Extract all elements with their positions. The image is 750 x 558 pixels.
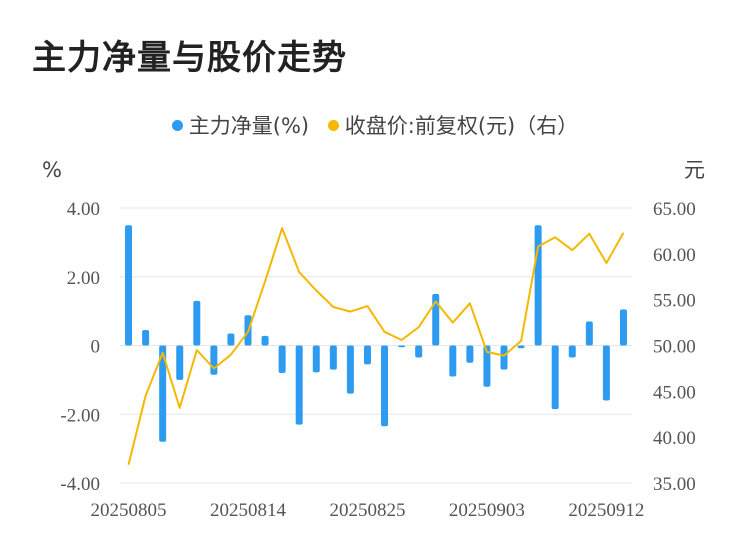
legend-dot-orange-icon	[327, 119, 339, 131]
x-tick-label: 20250805	[91, 500, 167, 521]
x-tick-label: 20250912	[568, 500, 644, 521]
bar	[381, 345, 389, 427]
y-right-unit: 元	[684, 158, 705, 182]
bar	[329, 345, 337, 370]
bar	[517, 345, 525, 349]
bar	[176, 345, 184, 380]
bar	[193, 300, 201, 346]
bar	[363, 345, 371, 365]
bar	[602, 345, 610, 401]
bar	[432, 293, 440, 346]
bar	[585, 321, 593, 346]
bar	[227, 333, 235, 346]
bar	[568, 345, 576, 358]
axis-labels: 4.00 2.00 0 -2.00 -4.00 65.00 60.00 55.00 50.00 4…	[42, 158, 705, 521]
x-tick-label: 20250814	[210, 500, 287, 521]
bar	[483, 345, 491, 387]
y-right-tick-label: 60.00	[653, 245, 696, 266]
y-left-tick-label: 0	[91, 337, 101, 358]
bar	[125, 225, 133, 346]
bar	[312, 345, 320, 373]
legend-item-close-price[interactable]: 收盘价:前复权(元)（右）	[327, 110, 579, 140]
legend-label-net-volume: 主力净量(%)	[188, 114, 310, 138]
y-right-tick-label: 45.00	[653, 382, 696, 403]
bar	[295, 345, 303, 425]
y-left-tick-label: -2.00	[60, 405, 100, 426]
bar	[449, 345, 457, 377]
y-right-tick-label: 40.00	[653, 428, 696, 449]
legend-dot-blue-icon	[171, 119, 183, 131]
bar-series	[125, 225, 627, 442]
bar	[398, 345, 406, 348]
bar	[551, 345, 559, 410]
y-right-tick-label: 50.00	[653, 337, 696, 358]
y-right-tick-label: 65.00	[653, 199, 696, 220]
bar	[466, 345, 474, 363]
legend-label-close-price: 收盘价:前复权(元)（右）	[344, 114, 579, 138]
y-left-unit: %	[42, 158, 62, 182]
legend: 主力净量(%) 收盘价:前复权(元)（右）	[0, 110, 750, 140]
bar	[210, 345, 218, 375]
bar	[346, 345, 354, 394]
y-left-tick-label: 2.00	[67, 268, 100, 289]
x-tick-label: 20250825	[329, 500, 405, 521]
bar	[142, 330, 150, 346]
bar	[500, 345, 508, 370]
bar	[534, 225, 542, 346]
bar	[159, 345, 167, 442]
bar	[619, 309, 627, 346]
bar	[261, 335, 269, 346]
bar	[278, 345, 286, 373]
y-right-tick-label: 35.00	[653, 474, 696, 495]
gridlines	[120, 207, 632, 484]
y-left-tick-label: -4.00	[60, 474, 100, 495]
y-left-tick-label: 4.00	[67, 199, 100, 220]
close-price-line	[127, 227, 625, 465]
line-series	[127, 227, 625, 465]
legend-item-net-volume[interactable]: 主力净量(%)	[171, 110, 310, 140]
y-right-tick-label: 55.00	[653, 291, 696, 312]
x-tick-label: 20250903	[449, 500, 525, 521]
bar	[415, 345, 423, 358]
chart-title: 主力净量与股价走势	[32, 38, 347, 78]
